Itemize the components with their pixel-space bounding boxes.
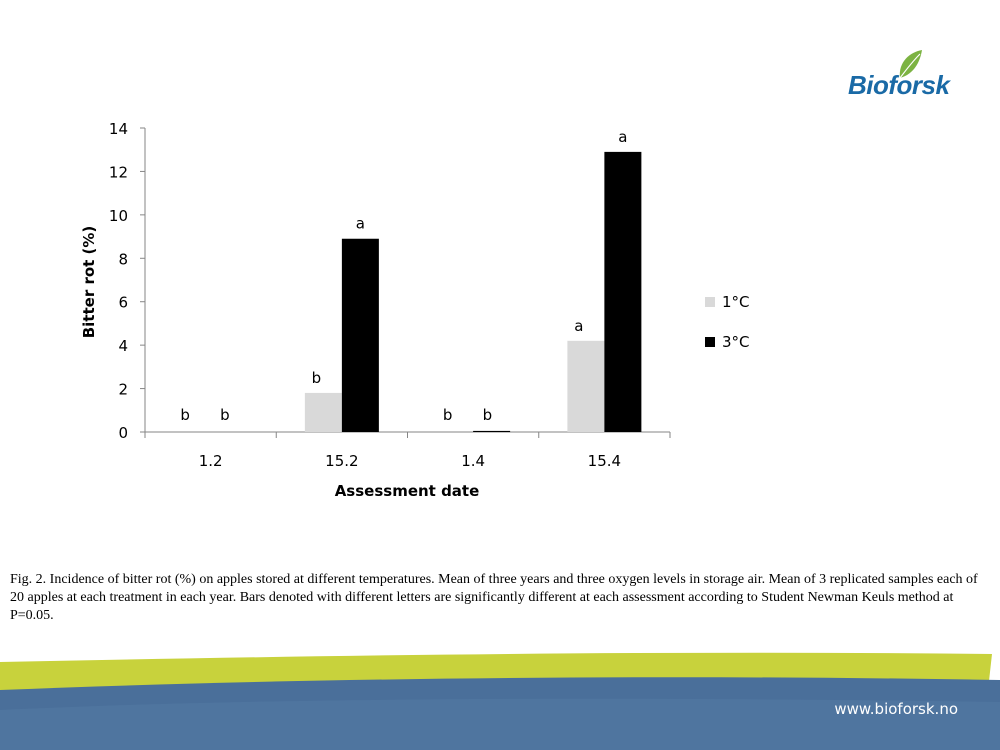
bar-significance-label: b bbox=[443, 406, 453, 424]
bar-significance-label: a bbox=[618, 128, 627, 146]
bar-significance-label: b bbox=[180, 406, 190, 424]
y-tick-label: 12 bbox=[109, 163, 128, 181]
x-axis: 1.2 15.2 1.4 15.4 bbox=[144, 431, 671, 470]
x-tick-label: 15.4 bbox=[588, 452, 621, 470]
bar-1°C-15.2 bbox=[304, 392, 342, 432]
y-tick-label: 14 bbox=[109, 120, 128, 138]
x-axis-title: Assessment date bbox=[335, 482, 480, 500]
legend-label: 1°C bbox=[722, 293, 750, 311]
legend: 1°C 3°C bbox=[705, 293, 750, 351]
leaf-icon bbox=[899, 50, 922, 79]
y-tick-label: 2 bbox=[118, 381, 128, 399]
y-tick-label: 10 bbox=[109, 207, 128, 225]
bar-1°C-15.4 bbox=[567, 340, 605, 432]
y-tick-label: 0 bbox=[118, 424, 128, 442]
bioforsk-logo: Bioforsk bbox=[848, 48, 958, 104]
y-tick-label: 6 bbox=[118, 294, 128, 312]
footer-banner bbox=[0, 652, 1000, 750]
legend-swatch bbox=[705, 297, 715, 307]
legend-swatch bbox=[705, 337, 715, 347]
bar-3°C-1.4 bbox=[473, 430, 511, 432]
footer-url: www.bioforsk.no bbox=[834, 700, 958, 718]
bar-significance-label: a bbox=[356, 215, 365, 233]
bar-significance-label: b bbox=[312, 369, 322, 387]
bar-3°C-15.2 bbox=[341, 238, 379, 432]
y-axis-title: Bitter rot (%) bbox=[80, 226, 98, 339]
bar-chart: 0 2 4 6 8 10 12 14 1.2 15.2 1.4 15.4 b b b a b a b a 1°C 3… bbox=[80, 120, 750, 500]
bar-3°C-15.4 bbox=[604, 151, 642, 432]
bar-significance-label: b bbox=[220, 406, 230, 424]
y-tick-label: 8 bbox=[118, 250, 128, 268]
bars bbox=[304, 151, 642, 432]
x-tick-label: 15.2 bbox=[325, 452, 358, 470]
y-axis: 0 2 4 6 8 10 12 14 bbox=[109, 120, 146, 442]
bar-significance-label: a bbox=[574, 317, 583, 335]
x-tick-label: 1.4 bbox=[461, 452, 485, 470]
figure-caption: Fig. 2. Incidence of bitter rot (%) on a… bbox=[10, 572, 978, 623]
bar-labels: b b b a b a b a bbox=[180, 128, 627, 424]
logo-text: Bioforsk bbox=[848, 70, 950, 100]
y-tick-label: 4 bbox=[118, 337, 128, 355]
bar-significance-label: b bbox=[483, 406, 493, 424]
legend-label: 3°C bbox=[722, 333, 750, 351]
x-tick-label: 1.2 bbox=[199, 452, 223, 470]
